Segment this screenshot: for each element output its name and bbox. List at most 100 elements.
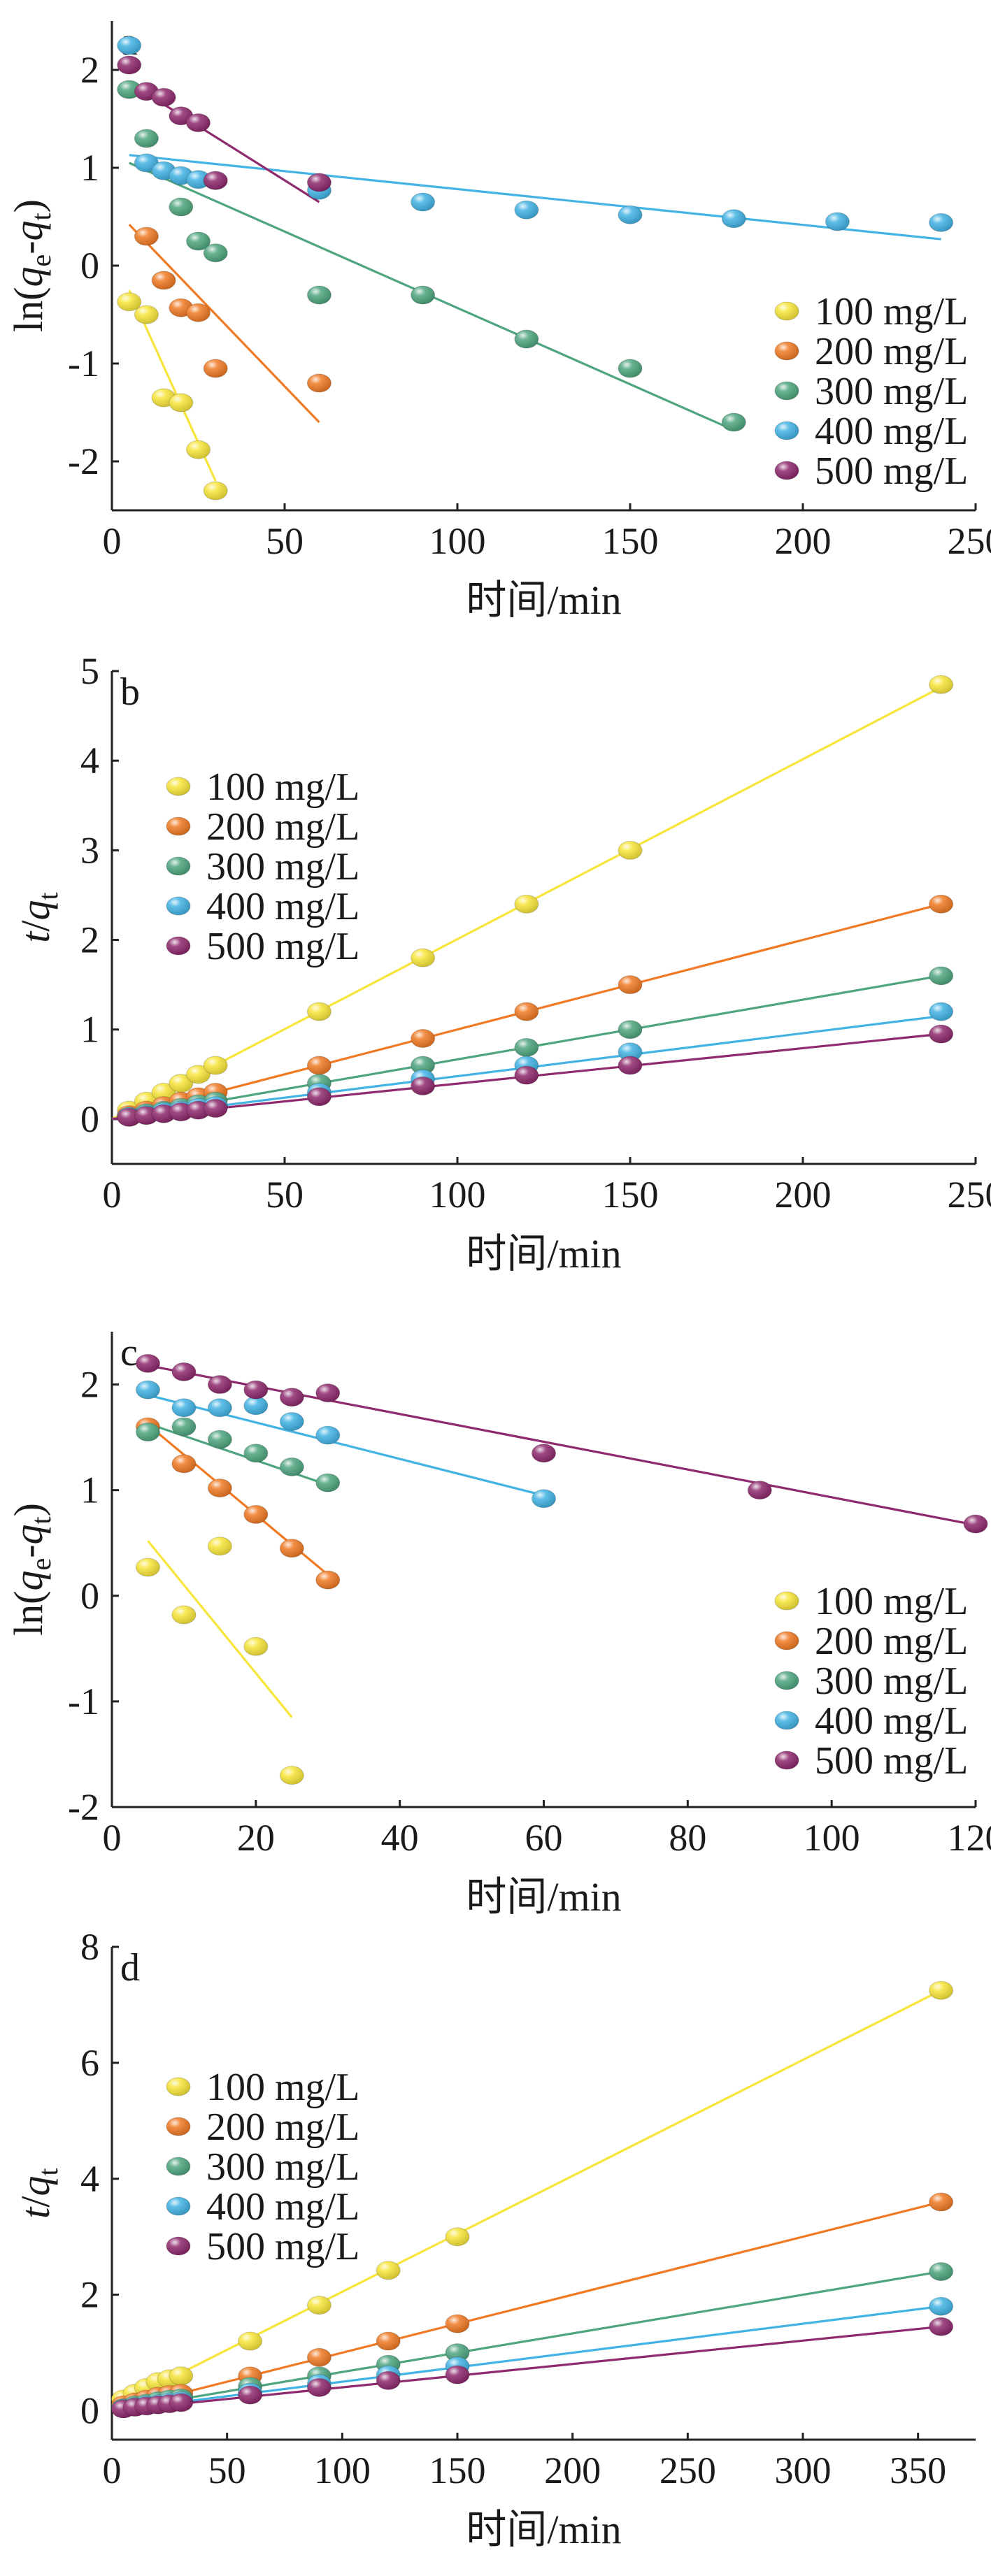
- panel-letter: b: [120, 670, 140, 714]
- data-point: [207, 1375, 232, 1395]
- data-point: [929, 213, 954, 232]
- x-tick-label: 50: [266, 1174, 304, 1216]
- series-500-mg-l: [135, 1353, 988, 1534]
- legend-item-300-mg-l: 300 mg/L: [166, 845, 359, 888]
- data-point: [203, 359, 228, 378]
- data-point: [411, 1056, 436, 1075]
- legend-label: 300 mg/L: [206, 2145, 359, 2189]
- data-point: [186, 231, 211, 251]
- x-tick-label: 150: [429, 2449, 486, 2491]
- legend-item-400-mg-l: 400 mg/L: [774, 410, 968, 453]
- x-axis-label: 时间/min: [466, 577, 621, 623]
- legend-marker: [166, 2236, 191, 2256]
- legend-item-400-mg-l: 400 mg/L: [166, 2185, 359, 2229]
- series-400-mg-l: [117, 1002, 954, 1126]
- legend-label: 400 mg/L: [815, 410, 968, 453]
- x-tick-label: 250: [948, 1174, 991, 1216]
- data-point: [207, 1478, 232, 1498]
- legend-marker: [774, 341, 799, 361]
- legend-label: 400 mg/L: [815, 1699, 968, 1743]
- data-point: [445, 2343, 470, 2363]
- legend-marker: [774, 1711, 799, 1730]
- y-tick-label: 2: [80, 1364, 99, 1406]
- data-point: [279, 1457, 304, 1476]
- panel-d: d 0 50 100 150 200 250 300 350 0 2 4 6 8 时间/min t/qt 100…: [13, 1926, 976, 2552]
- data-point: [929, 2317, 954, 2336]
- y-axis-label: ln(qe-qt): [6, 1503, 57, 1636]
- data-point: [411, 948, 436, 967]
- legend-label: 100 mg/L: [815, 1580, 968, 1623]
- data-point: [171, 1362, 197, 1381]
- data-point: [306, 1056, 331, 1075]
- data-point: [514, 894, 539, 914]
- series-100-mg-l: [110, 1980, 954, 2409]
- data-point: [169, 197, 194, 217]
- data-point: [306, 1087, 331, 1107]
- series-500-mg-l: [110, 2317, 954, 2419]
- legend-label: 100 mg/L: [206, 2066, 359, 2109]
- data-point: [207, 1537, 232, 1556]
- data-point: [929, 675, 954, 694]
- x-tick-label: 100: [314, 2449, 371, 2491]
- legend-marker: [166, 816, 191, 836]
- x-tick-label: 120: [948, 1817, 991, 1859]
- y-tick-label: -1: [68, 343, 99, 384]
- data-point: [929, 2296, 954, 2316]
- y-tick-label: 2: [80, 49, 99, 91]
- y-tick-label: 1: [80, 147, 99, 189]
- x-tick-label: 250: [660, 2449, 716, 2491]
- data-point: [514, 1037, 539, 1057]
- legend-label: 500 mg/L: [815, 1739, 968, 1783]
- data-point: [963, 1514, 988, 1534]
- fit-line-300-mg-l: [111, 2270, 941, 2412]
- data-point: [618, 1042, 643, 1062]
- legend-item-400-mg-l: 400 mg/L: [774, 1699, 968, 1743]
- data-point: [243, 1380, 269, 1399]
- x-tick-label: 300: [775, 2449, 832, 2491]
- legend-marker: [166, 856, 191, 876]
- panel-letter: d: [120, 1946, 140, 1989]
- x-tick-label: 200: [775, 520, 832, 562]
- x-tick-label: 100: [429, 1174, 486, 1216]
- data-point: [315, 1473, 341, 1492]
- legend-marker: [166, 896, 191, 916]
- legend-marker: [774, 461, 799, 480]
- x-tick-label: 40: [381, 1817, 419, 1859]
- legend-item-300-mg-l: 300 mg/L: [774, 1660, 968, 1703]
- data-point: [186, 440, 211, 459]
- data-point: [186, 113, 211, 133]
- fit-line-100-mg-l: [147, 1540, 293, 1718]
- x-tick-label: 0: [103, 520, 122, 562]
- x-tick-label: 0: [103, 1174, 122, 1216]
- data-point: [929, 894, 954, 914]
- legend-item-500-mg-l: 500 mg/L: [166, 2225, 359, 2268]
- data-point: [376, 2331, 401, 2351]
- fit-line-500-mg-l: [148, 1364, 976, 1527]
- data-point: [151, 87, 176, 107]
- data-point: [747, 1481, 772, 1500]
- data-point: [532, 1444, 556, 1463]
- legend-label: 200 mg/L: [815, 330, 968, 373]
- legend-item-200-mg-l: 200 mg/L: [774, 1620, 968, 1663]
- data-point: [411, 1029, 436, 1049]
- legend-label: 300 mg/L: [206, 845, 359, 888]
- data-point: [171, 1605, 197, 1625]
- y-axis-label: ln(qe-qt): [6, 199, 57, 332]
- data-point: [411, 285, 436, 305]
- data-point: [169, 2366, 194, 2386]
- data-point: [151, 271, 176, 290]
- data-point: [514, 1065, 539, 1085]
- y-axis-label: t/qt: [13, 892, 64, 942]
- data-point: [929, 1024, 954, 1044]
- legend-item-200-mg-l: 200 mg/L: [166, 2106, 359, 2149]
- data-point: [929, 966, 954, 986]
- data-point: [618, 1020, 643, 1039]
- fit-line-400-mg-l: [111, 2305, 941, 2412]
- data-point: [376, 2370, 401, 2390]
- data-point: [135, 1557, 160, 1577]
- series-100-mg-l: [135, 1537, 304, 1785]
- data-point: [135, 1353, 160, 1373]
- data-point: [411, 1076, 436, 1095]
- data-point: [169, 1074, 194, 1093]
